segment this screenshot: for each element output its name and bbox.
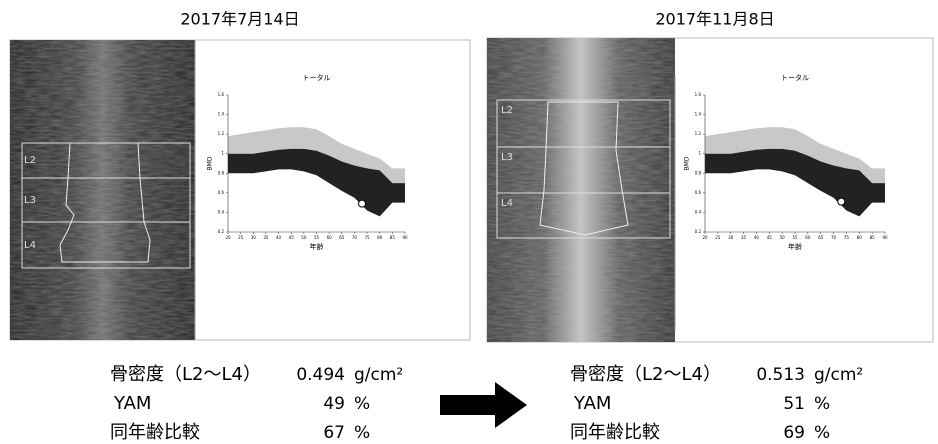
- date: 2017年11月8日: [655, 10, 774, 29]
- y-tick-label: 0.6: [695, 190, 702, 195]
- stat-value: 51: [783, 394, 805, 414]
- x-tick-label: 70: [831, 235, 837, 240]
- x-tick-label: 85: [390, 235, 396, 240]
- stat-unit: %: [354, 423, 370, 443]
- stat-unit: %: [814, 423, 830, 443]
- y-tick-label: 0.8: [218, 170, 225, 175]
- scan-texture: [10, 40, 195, 340]
- x-tick-label: 75: [365, 235, 371, 240]
- stat-label: YAM: [113, 393, 151, 414]
- y-tick-label: 0.4: [218, 209, 225, 214]
- stat-value: 67: [323, 423, 345, 443]
- y-label: BMD: [684, 156, 691, 170]
- x-tick-label: 25: [238, 235, 244, 240]
- patient-point: [359, 200, 366, 207]
- x-tick-label: 35: [741, 235, 747, 240]
- x-tick-label: 90: [402, 235, 408, 240]
- x-tick-label: 70: [352, 235, 358, 240]
- region-label: L4: [501, 198, 513, 209]
- stat-label: 骨密度（L2～L4）: [570, 364, 721, 385]
- x-tick-label: 80: [377, 235, 383, 240]
- x-tick-label: 50: [301, 235, 307, 240]
- stat-value: 69: [783, 423, 805, 443]
- stat-label: YAM: [573, 393, 611, 414]
- x-tick-label: 30: [728, 235, 734, 240]
- y-tick-label: 1.6: [218, 92, 225, 97]
- x-tick-label: 20: [225, 235, 231, 240]
- y-tick-label: 1.6: [695, 92, 702, 97]
- x-tick-label: 35: [263, 235, 269, 240]
- x-tick-label: 20: [702, 235, 708, 240]
- y-tick-label: 1.4: [218, 112, 225, 117]
- region-label: L4: [24, 240, 36, 251]
- x-tick-label: 30: [251, 235, 257, 240]
- x-tick-label: 45: [767, 235, 773, 240]
- region-label: L2: [24, 155, 36, 166]
- y-tick-label: 1.4: [695, 112, 702, 117]
- stat-value: 0.494: [296, 365, 345, 385]
- stat-label: 同年齢比較: [110, 422, 200, 443]
- y-tick-label: 0.4: [695, 209, 702, 214]
- x-tick-label: 75: [844, 235, 850, 240]
- stat-unit: %: [354, 394, 370, 414]
- y-tick-label: 0.2: [695, 229, 702, 234]
- x-tick-label: 40: [276, 235, 282, 240]
- x-tick-label: 60: [805, 235, 811, 240]
- y-tick-label: 0.6: [218, 190, 225, 195]
- arrow: [440, 382, 527, 428]
- x-label: 年齢: [788, 242, 802, 251]
- x-tick-label: 80: [857, 235, 863, 240]
- stat-unit: %: [814, 394, 830, 414]
- x-tick-label: 65: [339, 235, 345, 240]
- x-tick-label: 85: [870, 235, 876, 240]
- region-label: L3: [501, 152, 513, 163]
- y-tick-label: 1.2: [218, 131, 225, 136]
- figure: 2017年7月14日L2L3L4トータルBMD年齢0.20.40.60.811.…: [0, 0, 938, 444]
- x-tick-label: 55: [314, 235, 320, 240]
- x-label: 年齢: [310, 242, 324, 251]
- y-tick-label: 0.8: [695, 170, 702, 175]
- y-tick-label: 1.2: [695, 131, 702, 136]
- x-tick-label: 55: [792, 235, 798, 240]
- stat-label: 骨密度（L2～L4）: [110, 364, 261, 385]
- x-tick-label: 65: [818, 235, 824, 240]
- stat-unit: g/cm²: [814, 365, 863, 385]
- x-tick-label: 50: [780, 235, 786, 240]
- stat-value: 49: [323, 394, 345, 414]
- scan-texture: [487, 38, 675, 342]
- date: 2017年7月14日: [180, 10, 299, 29]
- stat-unit: g/cm²: [354, 365, 403, 385]
- region-label: L2: [501, 105, 513, 116]
- stat-value: 0.513: [756, 365, 805, 385]
- region-label: L3: [24, 195, 36, 206]
- x-tick-label: 60: [327, 235, 333, 240]
- x-tick-label: 25: [715, 235, 721, 240]
- y-tick-label: 0.2: [218, 229, 225, 234]
- x-tick-label: 40: [754, 235, 760, 240]
- patient-point: [838, 198, 845, 205]
- x-tick-label: 90: [882, 235, 888, 240]
- stat-label: 同年齢比較: [570, 422, 660, 443]
- chart-title: トータル: [303, 73, 331, 82]
- x-tick-label: 45: [289, 235, 295, 240]
- chart-title: トータル: [781, 73, 809, 82]
- y-label: BMD: [207, 156, 214, 170]
